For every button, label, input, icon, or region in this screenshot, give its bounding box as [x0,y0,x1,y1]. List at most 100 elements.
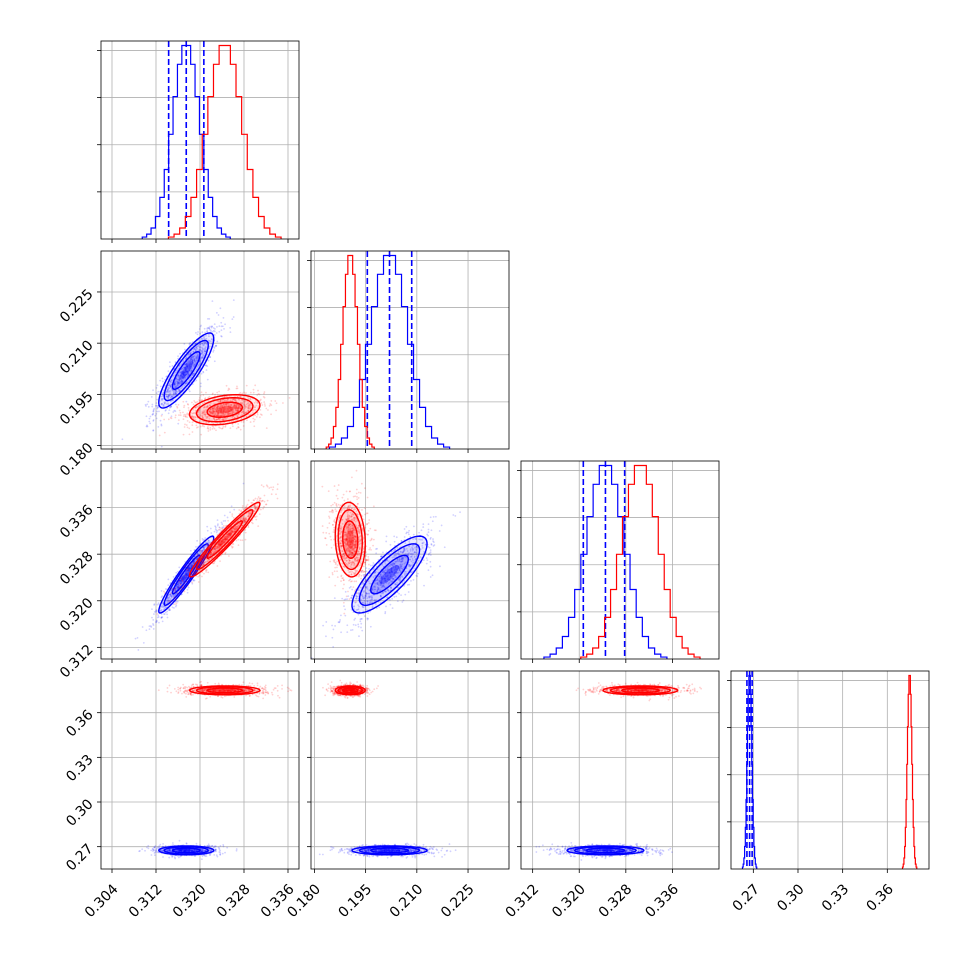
scatter-point [177,570,179,573]
scatter-point [193,358,196,361]
scatter-point [362,591,365,593]
scatter-point [191,362,194,364]
scatter-point [220,538,223,541]
scatter-point [360,570,363,573]
scatter-point [171,588,173,591]
scatter-point [354,546,356,548]
scatter-point [399,550,402,553]
scatter-point [214,419,217,422]
scatter-point [359,564,361,567]
scatter-point [355,594,357,597]
scatter-point [270,486,272,489]
scatter-point [350,596,353,599]
scatter-point [382,583,385,586]
scatter-point [175,403,177,406]
scatter-point [169,392,172,395]
scatter-point [215,549,218,552]
scatter-point [186,569,189,572]
scatter-point [431,574,434,577]
scatter-point [183,575,186,578]
scatter-point [195,558,197,561]
scatter-point [176,378,179,381]
scatter-point [253,408,255,411]
scatter-point [199,362,202,365]
scatter-point [223,400,226,402]
scatter-point [153,604,156,606]
scatter-point [161,380,164,383]
scatter-point [229,534,232,537]
scatter-point [210,557,212,560]
scatter-point [379,579,382,581]
scatter-point [190,358,193,361]
scatter-point [182,371,185,374]
scatter-point [201,342,204,345]
scatter-point [175,589,177,592]
scatter-point [192,561,195,563]
scatter-point [205,569,208,571]
scatter-point [189,368,192,370]
scatter-point [175,604,178,607]
scatter-point [343,583,345,586]
scatter-point [191,359,194,361]
scatter-point [365,587,368,589]
scatter-point [419,556,422,558]
scatter-point [169,598,172,600]
scatter-point [182,433,185,436]
scatter-point [393,556,395,559]
scatter-point [191,373,194,375]
scatter-point [211,407,214,410]
scatter-point [213,551,216,553]
scatter-point [215,545,218,548]
scatter-point [242,516,245,519]
scatter-point [354,569,357,572]
scatter-point [203,352,206,355]
scatter-point [398,553,400,556]
scatter-point [221,543,224,545]
scatter-point [419,538,422,541]
scatter-point [393,563,395,565]
scatter-point [409,564,412,567]
scatter-point [411,549,414,552]
scatter-point [408,563,411,566]
scatter-point [197,575,200,578]
scatter-point [194,406,197,409]
scatter-point [432,540,434,543]
scatter-point [182,580,185,583]
scatter-point [408,540,411,543]
scatter-point [377,583,379,586]
scatter-point [217,417,220,420]
scatter-point [219,411,222,414]
scatter-point [364,561,367,564]
scatter-point [185,572,188,575]
scatter-point [334,508,337,511]
scatter-point [192,573,194,575]
scatter-point [428,552,431,555]
scatter-point [209,410,211,413]
scatter-point [213,547,216,550]
scatter-point [386,569,389,571]
scatter-point [188,568,191,571]
scatter-point [397,579,400,581]
scatter-point [193,358,196,361]
scatter-point [224,418,227,421]
scatter-point [137,649,140,651]
scatter-point [155,412,158,415]
scatter-point [167,594,170,596]
scatter-point [213,408,215,411]
scatter-point [401,556,404,559]
scatter-point [181,578,183,581]
scatter-point [361,595,364,598]
scatter-point [183,367,186,370]
scatter-point [186,371,189,373]
scatter-point [152,389,154,392]
scatter-point [166,610,169,613]
scatter-point [367,592,370,595]
scatter-point [204,413,207,416]
scatter-point [225,533,228,536]
scatter-point [189,352,192,355]
scatter-point [246,419,248,422]
scatter-point [203,556,206,558]
scatter-point [350,539,352,542]
scatter-point [207,396,210,399]
scatter-point [249,421,252,423]
